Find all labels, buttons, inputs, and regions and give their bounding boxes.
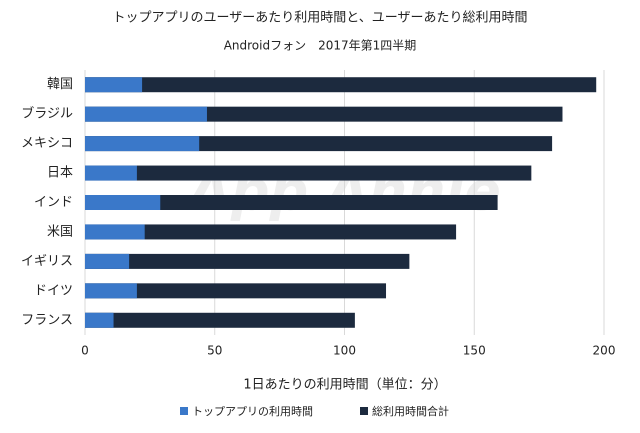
x-tick-label: 150 <box>463 344 486 358</box>
bar <box>85 224 457 240</box>
y-tick-label: インド <box>34 195 73 210</box>
x-tick-label: 50 <box>207 344 222 358</box>
chart-subtitle: Androidフォン 2017年第1四半期 <box>224 39 417 53</box>
x-tick-label: 200 <box>593 344 616 358</box>
bar <box>85 253 130 269</box>
x-tick-label: 0 <box>81 344 89 358</box>
bar <box>85 165 532 181</box>
bar <box>85 224 145 240</box>
legend-swatch <box>360 407 368 415</box>
legend-swatch <box>180 407 188 415</box>
y-tick-label: メキシコ <box>21 136 73 151</box>
bar <box>85 283 137 299</box>
bar <box>85 136 200 152</box>
x-axis-label: 1日あたりの利用時間（単位：分） <box>243 377 446 393</box>
bar <box>85 283 387 299</box>
y-tick-label: 米国 <box>47 224 73 239</box>
y-tick-label: ブラジル <box>21 106 73 122</box>
y-tick-label: イギリス <box>21 254 73 269</box>
bar <box>85 165 137 181</box>
bar <box>85 312 114 328</box>
bar <box>85 312 355 328</box>
bar <box>85 253 410 269</box>
bar <box>85 195 498 210</box>
legend-label: トップアプリの利用時間 <box>192 405 313 418</box>
bar <box>85 77 597 93</box>
chart-title: トップアプリのユーザーあたり利用時間と、ユーザーあたり総利用時間 <box>113 11 528 26</box>
bar <box>85 77 143 93</box>
legend-label: 総利用時間合計 <box>372 404 449 418</box>
bar <box>85 195 161 210</box>
y-tick-label: フランス <box>21 313 73 328</box>
y-tick-label: ドイツ <box>34 283 73 298</box>
y-tick-label: 日本 <box>47 166 73 181</box>
y-tick-label: 韓国 <box>47 77 73 92</box>
bar <box>85 136 553 152</box>
bar <box>85 106 207 122</box>
x-tick-label: 100 <box>333 344 356 358</box>
